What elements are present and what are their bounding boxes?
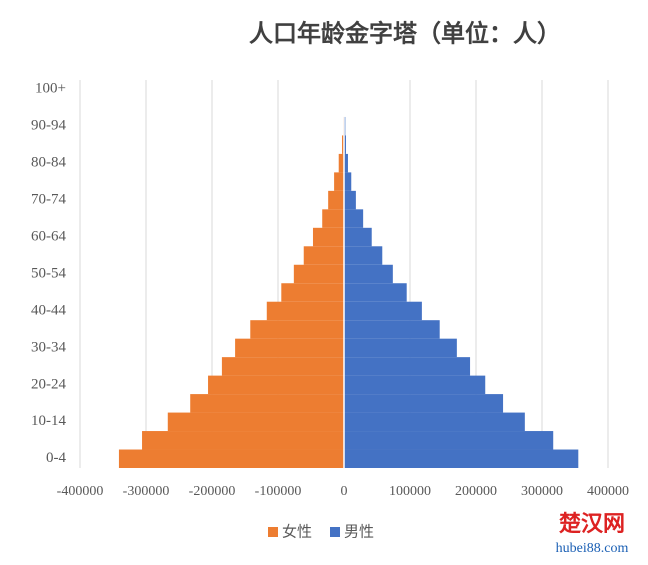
bar xyxy=(328,190,344,210)
bar xyxy=(344,412,525,432)
x-tick-label: 300000 xyxy=(521,484,563,499)
bar xyxy=(208,375,344,395)
y-tick-label: 40-44 xyxy=(31,302,66,318)
y-tick-label: 20-24 xyxy=(31,376,66,392)
bar xyxy=(250,320,344,339)
y-tick-label: 50-54 xyxy=(31,265,66,281)
bar xyxy=(344,449,579,468)
bar xyxy=(235,338,344,358)
x-tick-label: 200000 xyxy=(455,484,497,499)
bar xyxy=(334,172,344,191)
bar xyxy=(344,394,504,413)
x-tick-label: -400000 xyxy=(57,484,104,499)
x-tick-label: 400000 xyxy=(587,484,629,499)
y-tick-label: 80-84 xyxy=(31,155,66,171)
bar xyxy=(344,375,486,395)
bar xyxy=(344,153,348,173)
bar xyxy=(344,190,356,210)
watermark-url: hubei88.com xyxy=(556,541,629,556)
bar xyxy=(344,283,407,302)
x-tick-label: -200000 xyxy=(189,484,236,499)
bar xyxy=(344,135,346,154)
y-tick-label: 100+ xyxy=(35,81,66,97)
bar xyxy=(142,431,344,450)
bar xyxy=(118,449,344,468)
legend-label: 男性 xyxy=(344,523,374,540)
bar xyxy=(344,320,440,339)
bar xyxy=(344,172,352,191)
bar xyxy=(344,227,372,247)
legend-label: 女性 xyxy=(282,522,312,540)
bar xyxy=(344,264,393,284)
x-tick-label: -100000 xyxy=(255,484,302,499)
bar xyxy=(344,431,554,450)
y-tick-label: 30-34 xyxy=(31,339,66,355)
bar xyxy=(344,338,457,358)
bar xyxy=(167,412,344,432)
bar xyxy=(322,209,344,228)
y-tick-label: 0-4 xyxy=(46,450,66,466)
bar xyxy=(221,357,344,376)
chart-title: 人口年龄金字塔（单位：人） xyxy=(249,20,561,48)
bar xyxy=(344,246,383,265)
bar xyxy=(344,301,422,321)
legend-swatch xyxy=(330,527,340,537)
y-tick-label: 70-74 xyxy=(31,192,66,208)
bar xyxy=(190,394,344,413)
x-tick-label: -300000 xyxy=(123,484,170,499)
bar xyxy=(266,301,344,321)
bar xyxy=(342,135,344,154)
bar xyxy=(293,264,344,284)
y-tick-label: 10-14 xyxy=(31,413,66,429)
bar xyxy=(344,357,471,376)
bar xyxy=(338,153,344,173)
bar xyxy=(303,246,344,265)
y-tick-label: 90-94 xyxy=(31,118,66,134)
legend-swatch xyxy=(268,527,278,537)
bar xyxy=(281,283,344,302)
x-tick-label: 100000 xyxy=(389,484,431,499)
watermark-name: 楚汉网 xyxy=(559,511,625,536)
y-tick-label: 60-64 xyxy=(31,228,66,244)
bar xyxy=(344,209,364,228)
bar xyxy=(312,227,344,247)
x-tick-label: 0 xyxy=(341,484,348,499)
